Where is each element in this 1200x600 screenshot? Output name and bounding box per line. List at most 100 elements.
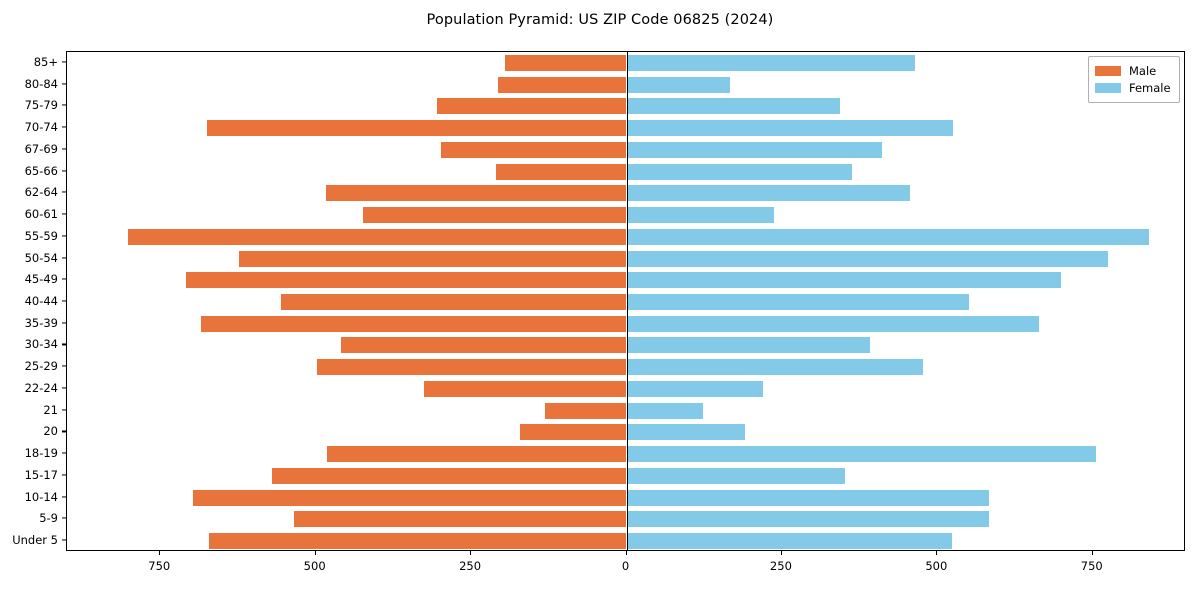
legend-item: Female — [1095, 79, 1173, 96]
bar-female — [626, 424, 745, 441]
bar-male — [326, 446, 627, 463]
bars-layer — [67, 52, 1184, 550]
bar-female — [626, 511, 989, 528]
y-axis-tick-mark — [62, 343, 66, 346]
bar-female — [626, 359, 924, 376]
y-axis-tick-label: 60-61 — [24, 207, 58, 222]
zero-axis-line — [626, 52, 628, 550]
bar-female — [626, 185, 910, 202]
pyramid-row — [67, 443, 1184, 465]
bar-female — [626, 98, 840, 115]
y-axis-tick-label: 30-34 — [24, 337, 58, 352]
pyramid-row — [67, 161, 1184, 183]
legend-item: Male — [1095, 62, 1173, 79]
pyramid-row — [67, 422, 1184, 444]
bar-female — [626, 533, 952, 550]
bar-male — [193, 489, 627, 506]
x-axis-tick-label: 750 — [148, 559, 171, 573]
bar-female — [626, 54, 915, 71]
x-axis-tick-mark — [936, 551, 938, 555]
bar-male — [185, 272, 627, 289]
y-axis-tick-label: 40-44 — [24, 294, 58, 308]
y-axis-tick-label: 21 — [43, 402, 58, 417]
bar-male — [280, 293, 627, 310]
bar-female — [626, 380, 764, 397]
y-axis-tick-label: 18-19 — [24, 446, 58, 461]
bar-male — [127, 228, 627, 245]
y-axis-tick-label: 25-29 — [24, 359, 58, 374]
y-axis-tick-label: 50-54 — [24, 250, 58, 265]
pyramid-row — [67, 487, 1184, 509]
y-axis-tick-label: 65-66 — [24, 163, 58, 178]
y-axis-tick-label: 20 — [43, 424, 58, 439]
legend-swatch-icon — [1095, 65, 1121, 76]
x-axis-tick-label: 0 — [621, 559, 630, 573]
bar-female — [626, 163, 852, 180]
y-axis-tick-mark — [62, 235, 66, 237]
bar-male — [423, 380, 627, 397]
pyramid-row — [67, 204, 1184, 226]
y-axis-tick-label: 80-84 — [24, 76, 58, 91]
bar-female — [626, 250, 1109, 267]
x-axis-tick-label: 250 — [769, 559, 792, 573]
y-axis-tick-label: Under 5 — [12, 533, 58, 548]
bar-male — [293, 511, 627, 528]
x-axis-tick-label: 250 — [459, 559, 482, 573]
bar-male — [341, 337, 627, 354]
pyramid-row — [67, 530, 1184, 550]
bar-male — [207, 120, 627, 137]
y-axis-tick-label: 85+ — [33, 54, 58, 69]
pyramid-row — [67, 139, 1184, 161]
bar-male — [316, 359, 627, 376]
pyramid-row — [67, 269, 1184, 291]
pyramid-row — [67, 248, 1184, 270]
x-axis-tick-label: 500 — [925, 559, 948, 573]
y-axis-tick-mark — [62, 191, 66, 193]
x-axis-tick-mark — [159, 551, 161, 555]
x-axis-tick-mark — [470, 551, 472, 555]
pyramid-row — [67, 291, 1184, 313]
bar-female — [626, 207, 775, 224]
y-axis-tick-label: 67-69 — [24, 141, 58, 156]
y-axis-tick-mark — [62, 365, 66, 367]
bar-male — [441, 141, 627, 158]
y-axis-tick-mark — [62, 496, 66, 498]
bar-female — [626, 467, 845, 484]
y-axis-tick-mark — [62, 409, 66, 411]
y-axis-tick-label: 45-49 — [24, 272, 58, 287]
y-axis-tick-label: 15-17 — [24, 467, 58, 482]
y-axis-tick-mark — [62, 148, 66, 150]
legend-label: Male — [1129, 63, 1157, 78]
y-axis-tick-label: 55-59 — [24, 228, 58, 243]
y-axis-tick-mark — [62, 452, 66, 454]
bar-male — [505, 54, 627, 71]
pyramid-row — [67, 313, 1184, 335]
y-axis-tick-label: 5-9 — [39, 511, 58, 526]
y-axis-tick-mark — [62, 539, 66, 541]
bar-female — [626, 141, 882, 158]
pyramid-row — [67, 465, 1184, 487]
legend-swatch-icon — [1095, 82, 1121, 93]
x-axis-tick-label: 500 — [303, 559, 326, 573]
bar-female — [626, 446, 1097, 463]
y-axis-tick-label: 10-14 — [24, 489, 58, 504]
x-axis-tick-mark — [780, 551, 782, 555]
y-axis-tick-mark — [62, 83, 66, 85]
legend-label: Female — [1129, 80, 1171, 95]
bar-female — [626, 120, 953, 137]
y-axis-tick-mark — [62, 213, 66, 215]
bar-female — [626, 315, 1040, 332]
pyramid-row — [67, 400, 1184, 422]
y-axis-tick-label: 70-74 — [24, 120, 58, 135]
pyramid-row — [67, 74, 1184, 96]
bar-male — [239, 250, 627, 267]
bar-male — [326, 185, 627, 202]
bar-female — [626, 489, 989, 506]
y-axis-tick-mark — [62, 300, 66, 302]
y-axis-tick-mark — [62, 278, 66, 280]
bar-female — [626, 293, 970, 310]
x-axis-tick-mark — [625, 551, 627, 555]
pyramid-row — [67, 356, 1184, 378]
pyramid-row — [67, 182, 1184, 204]
